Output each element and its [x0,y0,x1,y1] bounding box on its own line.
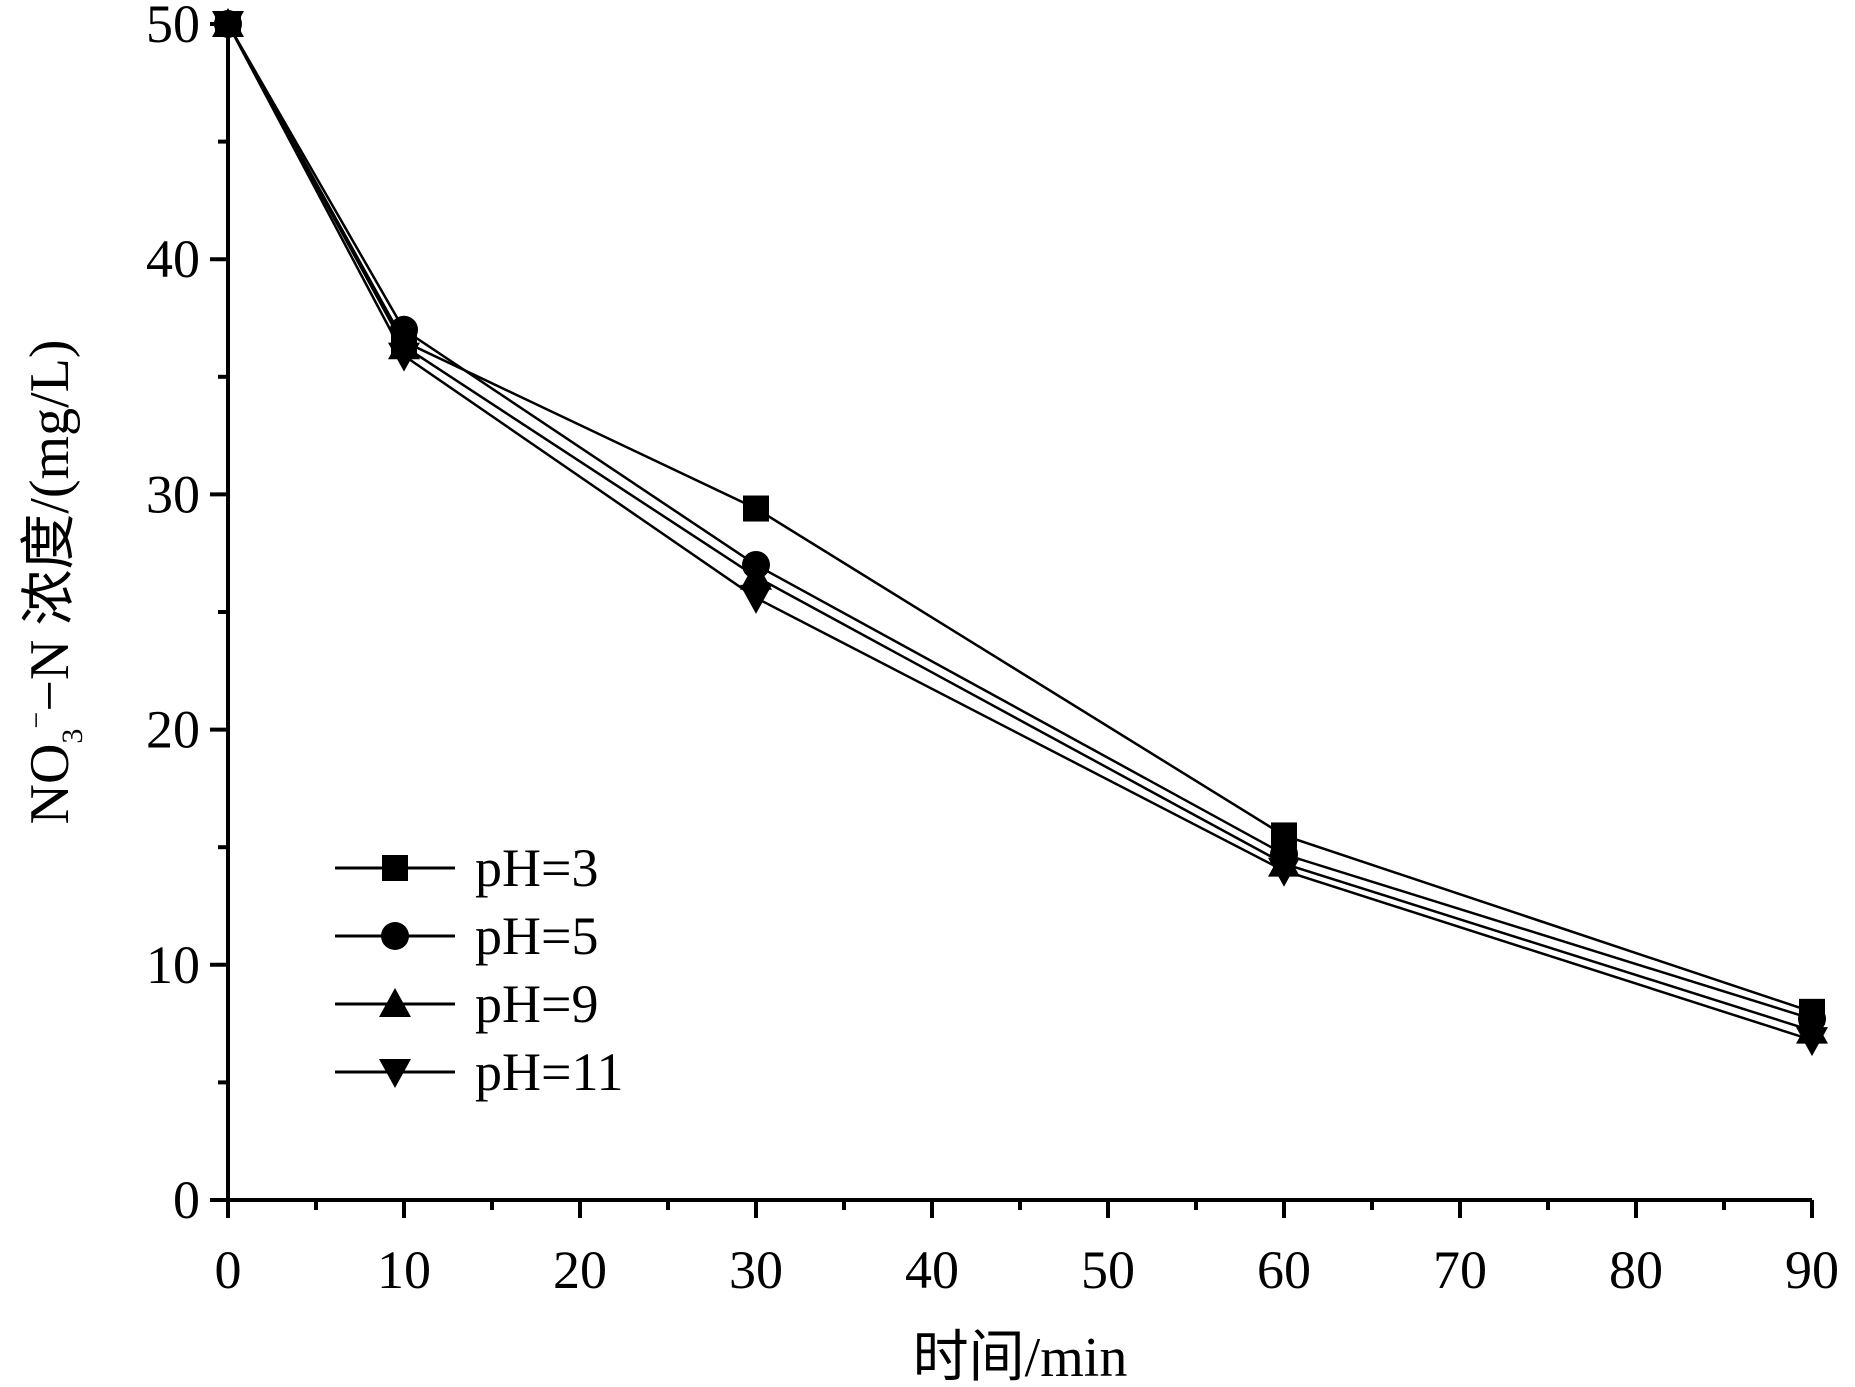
x-tick-label: 90 [1785,1240,1839,1300]
y-axis-title: NO3−−N 浓度/(mg/L) [19,339,89,824]
series-line [226,23,1813,1021]
series-1 [214,10,1826,1033]
data-point [388,342,420,372]
series-line [226,23,1813,1014]
data-point [740,560,772,590]
legend-item: pH=11 [335,1042,623,1102]
x-tick-label: 40 [905,1240,959,1300]
y-tick-label: 10 [146,935,200,995]
legend-label: pH=5 [475,906,598,966]
x-tick-label: 80 [1609,1240,1663,1300]
legend-item: pH=9 [335,974,598,1034]
x-tick-label: 0 [215,1240,242,1300]
legend-label: pH=9 [475,974,598,1034]
y-axis-title-subscript: 3 [56,729,89,744]
data-point [743,495,769,522]
y-tick-label: 50 [146,0,200,54]
y-tick-label: 0 [173,1170,200,1230]
x-tick-label: 30 [729,1240,783,1300]
legend: pH=3 pH=5 pH=9 pH=11 [335,838,623,1102]
legend-marker [382,855,408,881]
series-layer [212,8,1828,1057]
x-tick-label: 70 [1433,1240,1487,1300]
y-axis-title-suffix: −N 浓度/(mg/L) [19,339,81,711]
data-point [1268,857,1300,887]
y-tick-label: 20 [146,700,200,760]
series-0 [215,11,1825,1025]
data-point [740,584,772,614]
x-tick-label: 10 [377,1240,431,1300]
y-tick-label: 40 [146,229,200,289]
series-line [226,23,1813,1032]
y-axis-title-prefix: NO [19,744,81,825]
legend-marker [379,1059,411,1088]
data-point [212,11,244,40]
x-tick-label: 60 [1257,1240,1311,1300]
legend-label: pH=11 [475,1042,623,1102]
legend-marker [381,922,409,950]
data-point [1796,1027,1828,1057]
axes: 0 10 20 30 40 50 60 70 80 90 0 10 20 30 40 50 [146,0,1839,1300]
legend-item: pH=3 [335,838,598,898]
series-line [226,23,1813,1042]
series-2 [212,8,1828,1044]
series-3 [212,11,1828,1057]
legend-item: pH=5 [335,906,598,966]
y-tick-label: 30 [146,464,200,524]
legend-label: pH=3 [475,838,598,898]
x-tick-label: 50 [1081,1240,1135,1300]
y-axis-title-superscript: − [20,712,53,729]
legend-marker [379,988,411,1017]
x-tick-label: 20 [553,1240,607,1300]
data-point [390,315,418,344]
x-axis-title: 时间/min [913,1327,1128,1387]
